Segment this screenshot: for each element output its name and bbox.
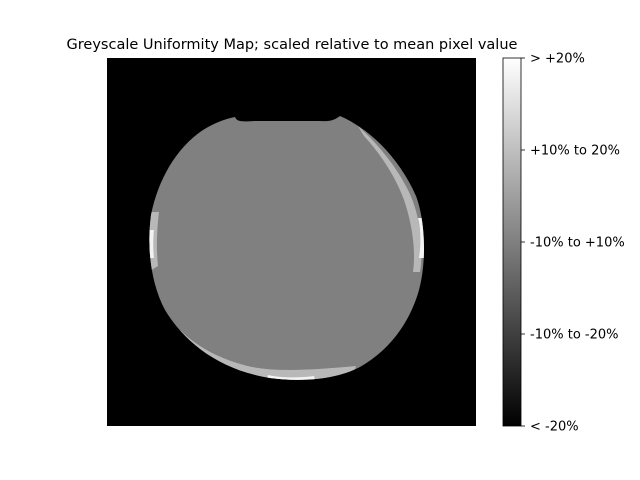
colorbar-tick-label: < -20% <box>530 420 579 435</box>
colorbar: > +20% +10% to 20% -10% to +10% -10% to -20… <box>502 52 625 435</box>
colorbar-tick-label: -10% to -20% <box>530 328 619 343</box>
uniformity-map <box>107 58 476 426</box>
phantom-region <box>149 116 425 380</box>
colorbar-tick-label: -10% to +10% <box>530 236 625 251</box>
colorbar-tick-label: +10% to 20% <box>530 144 620 159</box>
bottom-edge-hotspot <box>266 375 316 380</box>
right-edge-band <box>358 126 422 272</box>
chart-title: Greyscale Uniformity Map; scaled relativ… <box>67 37 518 53</box>
colorbar-tick-label: > +20% <box>530 52 585 67</box>
colorbar-ticks: > +20% +10% to 20% -10% to +10% -10% to -20… <box>521 52 625 435</box>
colorbar-gradient <box>502 57 522 427</box>
